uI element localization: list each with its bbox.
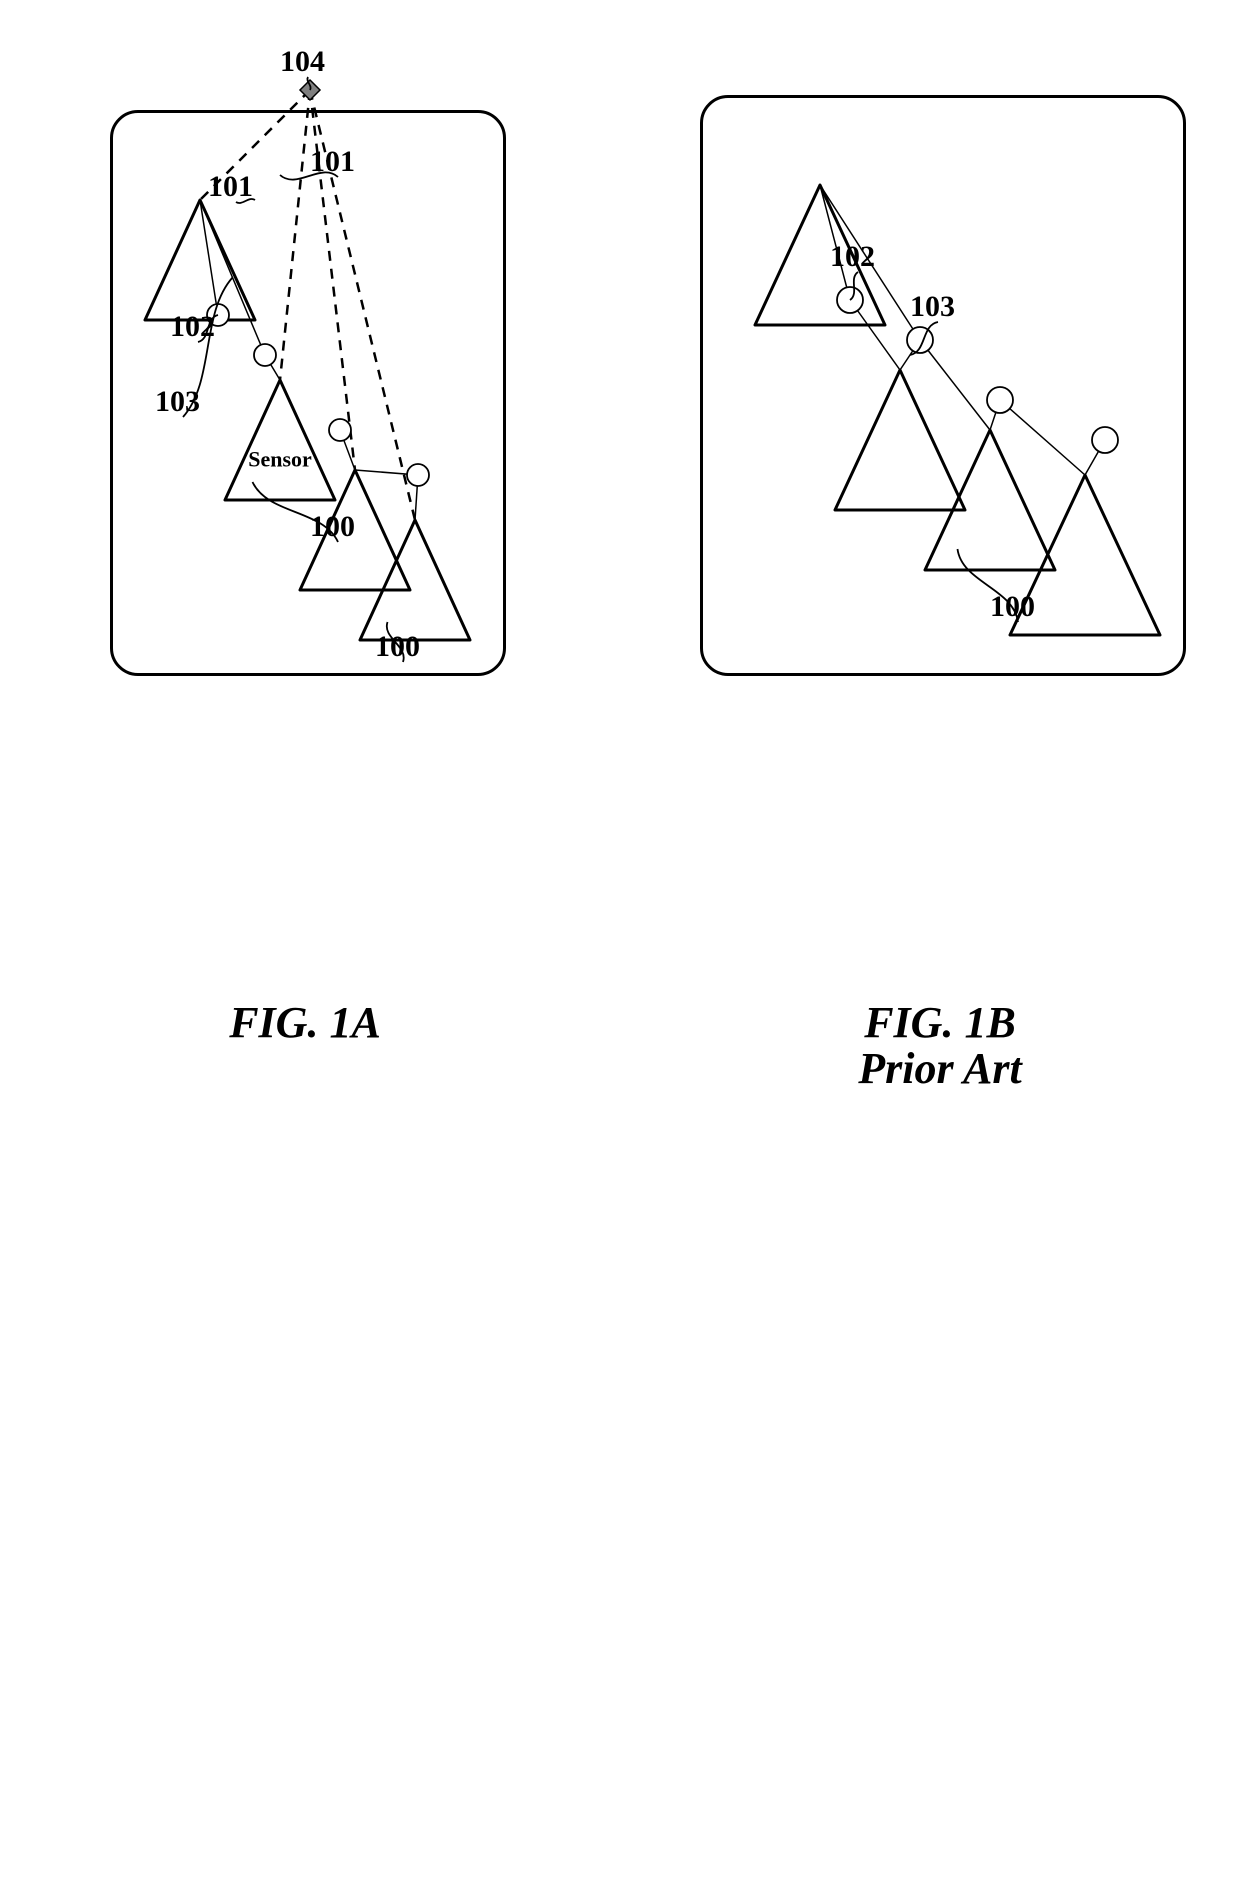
circle-node: [987, 387, 1013, 413]
circle-node: [1092, 427, 1118, 453]
fig-1b-svg: [0, 0, 1240, 1890]
reference-label: 102: [830, 240, 875, 274]
link-edge: [1000, 400, 1085, 475]
figure-sublabel: Prior Art: [700, 1046, 1180, 1092]
reference-label: 100: [990, 590, 1035, 624]
fig-1b-caption: FIG. 1BPrior Art: [700, 1000, 1180, 1092]
triangle-node: [925, 430, 1055, 570]
link-edge: [920, 340, 990, 430]
triangle-node: [835, 370, 965, 510]
reference-label: 103: [910, 290, 955, 324]
figure-label: FIG. 1B: [700, 1000, 1180, 1046]
